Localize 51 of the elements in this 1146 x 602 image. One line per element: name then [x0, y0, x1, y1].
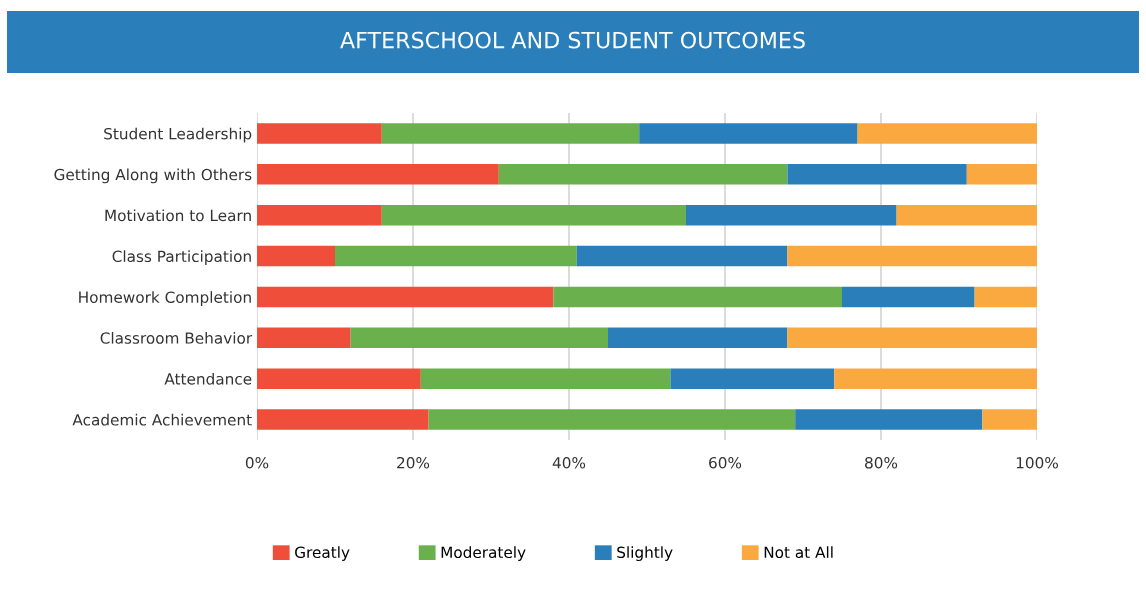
bar: [257, 245, 335, 267]
y-tick-label: Getting Along with Others: [54, 168, 252, 184]
bar: [257, 368, 421, 389]
bar: [896, 204, 1037, 226]
y-tick-label: Homework Completion: [79, 291, 251, 306]
bar: [257, 123, 382, 144]
bar: [553, 286, 842, 308]
bar: [787, 327, 1037, 349]
x-tick-label: 0%: [245, 456, 269, 469]
y-tick-label: Motivation to Learn: [105, 209, 251, 222]
bar: [381, 123, 640, 144]
x-tick-label: 40%: [552, 456, 586, 469]
bar: [257, 409, 429, 430]
bar: [428, 409, 796, 430]
x-tick-label: 60%: [709, 456, 742, 469]
bar: [795, 409, 983, 430]
bar: [834, 368, 1037, 389]
bar: [257, 164, 499, 185]
bar: [257, 286, 554, 308]
legend-label: Not at All: [764, 546, 833, 559]
bar: [639, 123, 858, 144]
y-tick-label: Academic Achievement: [72, 413, 252, 426]
bar: [686, 204, 897, 226]
legend-label: Slightly: [617, 546, 673, 562]
bar: [381, 204, 686, 226]
bar: [982, 409, 1037, 430]
bar: [670, 368, 835, 389]
chart-title: AFTERSCHOOL AND STUDENT OUTCOMES: [340, 31, 805, 49]
bar: [257, 204, 382, 226]
bar: [335, 245, 577, 267]
bar: [498, 164, 788, 185]
x-tick-label: 80%: [865, 456, 898, 469]
bar: [966, 164, 1037, 185]
legend-label: Greatly: [295, 546, 350, 562]
y-tick-label: Attendance: [164, 372, 252, 385]
y-tick-label: Class Participation: [112, 250, 251, 266]
bar: [787, 164, 967, 185]
legend-label: Moderately: [441, 546, 526, 562]
x-tick-label: 20%: [397, 456, 430, 469]
bar: [857, 123, 1037, 144]
bar: [608, 327, 788, 349]
y-tick-label: Student Leadership: [104, 127, 252, 143]
bar: [787, 245, 1037, 267]
bar: [974, 286, 1037, 308]
bar: [257, 327, 351, 349]
bar: [420, 368, 671, 389]
x-tick-label: 100%: [1016, 456, 1058, 469]
bar: [350, 327, 608, 349]
bar: [842, 286, 975, 308]
y-tick-label: Classroom Behavior: [100, 332, 253, 344]
bar: [576, 245, 788, 267]
